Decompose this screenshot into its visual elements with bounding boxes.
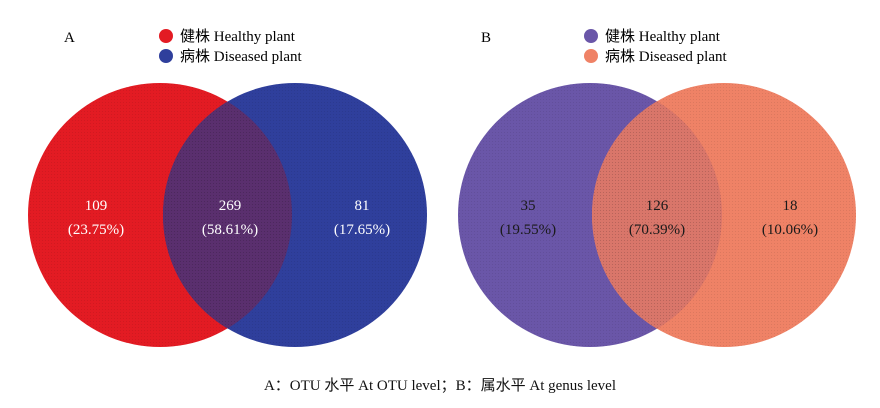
legend-label-diseased: 病株 Diseased plant (180, 48, 302, 65)
legend: 健株 Healthy plant 病株 Diseased plant (584, 28, 727, 65)
legend-marker-diseased (159, 49, 173, 63)
venn-panel-b: B 35 (19.55%) 126 (70.39%) 18 (10.06%) 健… (458, 28, 856, 347)
overlap-percent: (70.39%) (629, 222, 685, 238)
overlap-percent: (58.61%) (202, 222, 258, 238)
right-count: 18 (783, 198, 798, 214)
left-count: 109 (85, 198, 108, 214)
legend-marker-healthy (584, 29, 598, 43)
overlap-count: 269 (219, 198, 242, 214)
panel-label: B (481, 30, 491, 46)
right-count: 81 (355, 198, 370, 214)
overlap-count: 126 (646, 198, 669, 214)
venn-panel-a: A 109 (23.75%) 269 (58.61%) 81 (17.65%) … (28, 28, 427, 347)
figure-caption: A：OTU 水平 At OTU level；B：属水平 At genus lev… (264, 377, 616, 394)
right-percent: (17.65%) (334, 222, 390, 238)
legend-label-healthy: 健株 Healthy plant (180, 28, 296, 45)
legend: 健株 Healthy plant 病株 Diseased plant (159, 28, 302, 65)
left-percent: (23.75%) (68, 222, 124, 238)
right-percent: (10.06%) (762, 222, 818, 238)
left-count: 35 (521, 198, 536, 214)
legend-label-healthy: 健株 Healthy plant (605, 28, 721, 45)
legend-marker-healthy (159, 29, 173, 43)
legend-marker-diseased (584, 49, 598, 63)
panel-label: A (64, 30, 75, 46)
left-percent: (19.55%) (500, 222, 556, 238)
legend-label-diseased: 病株 Diseased plant (605, 48, 727, 65)
